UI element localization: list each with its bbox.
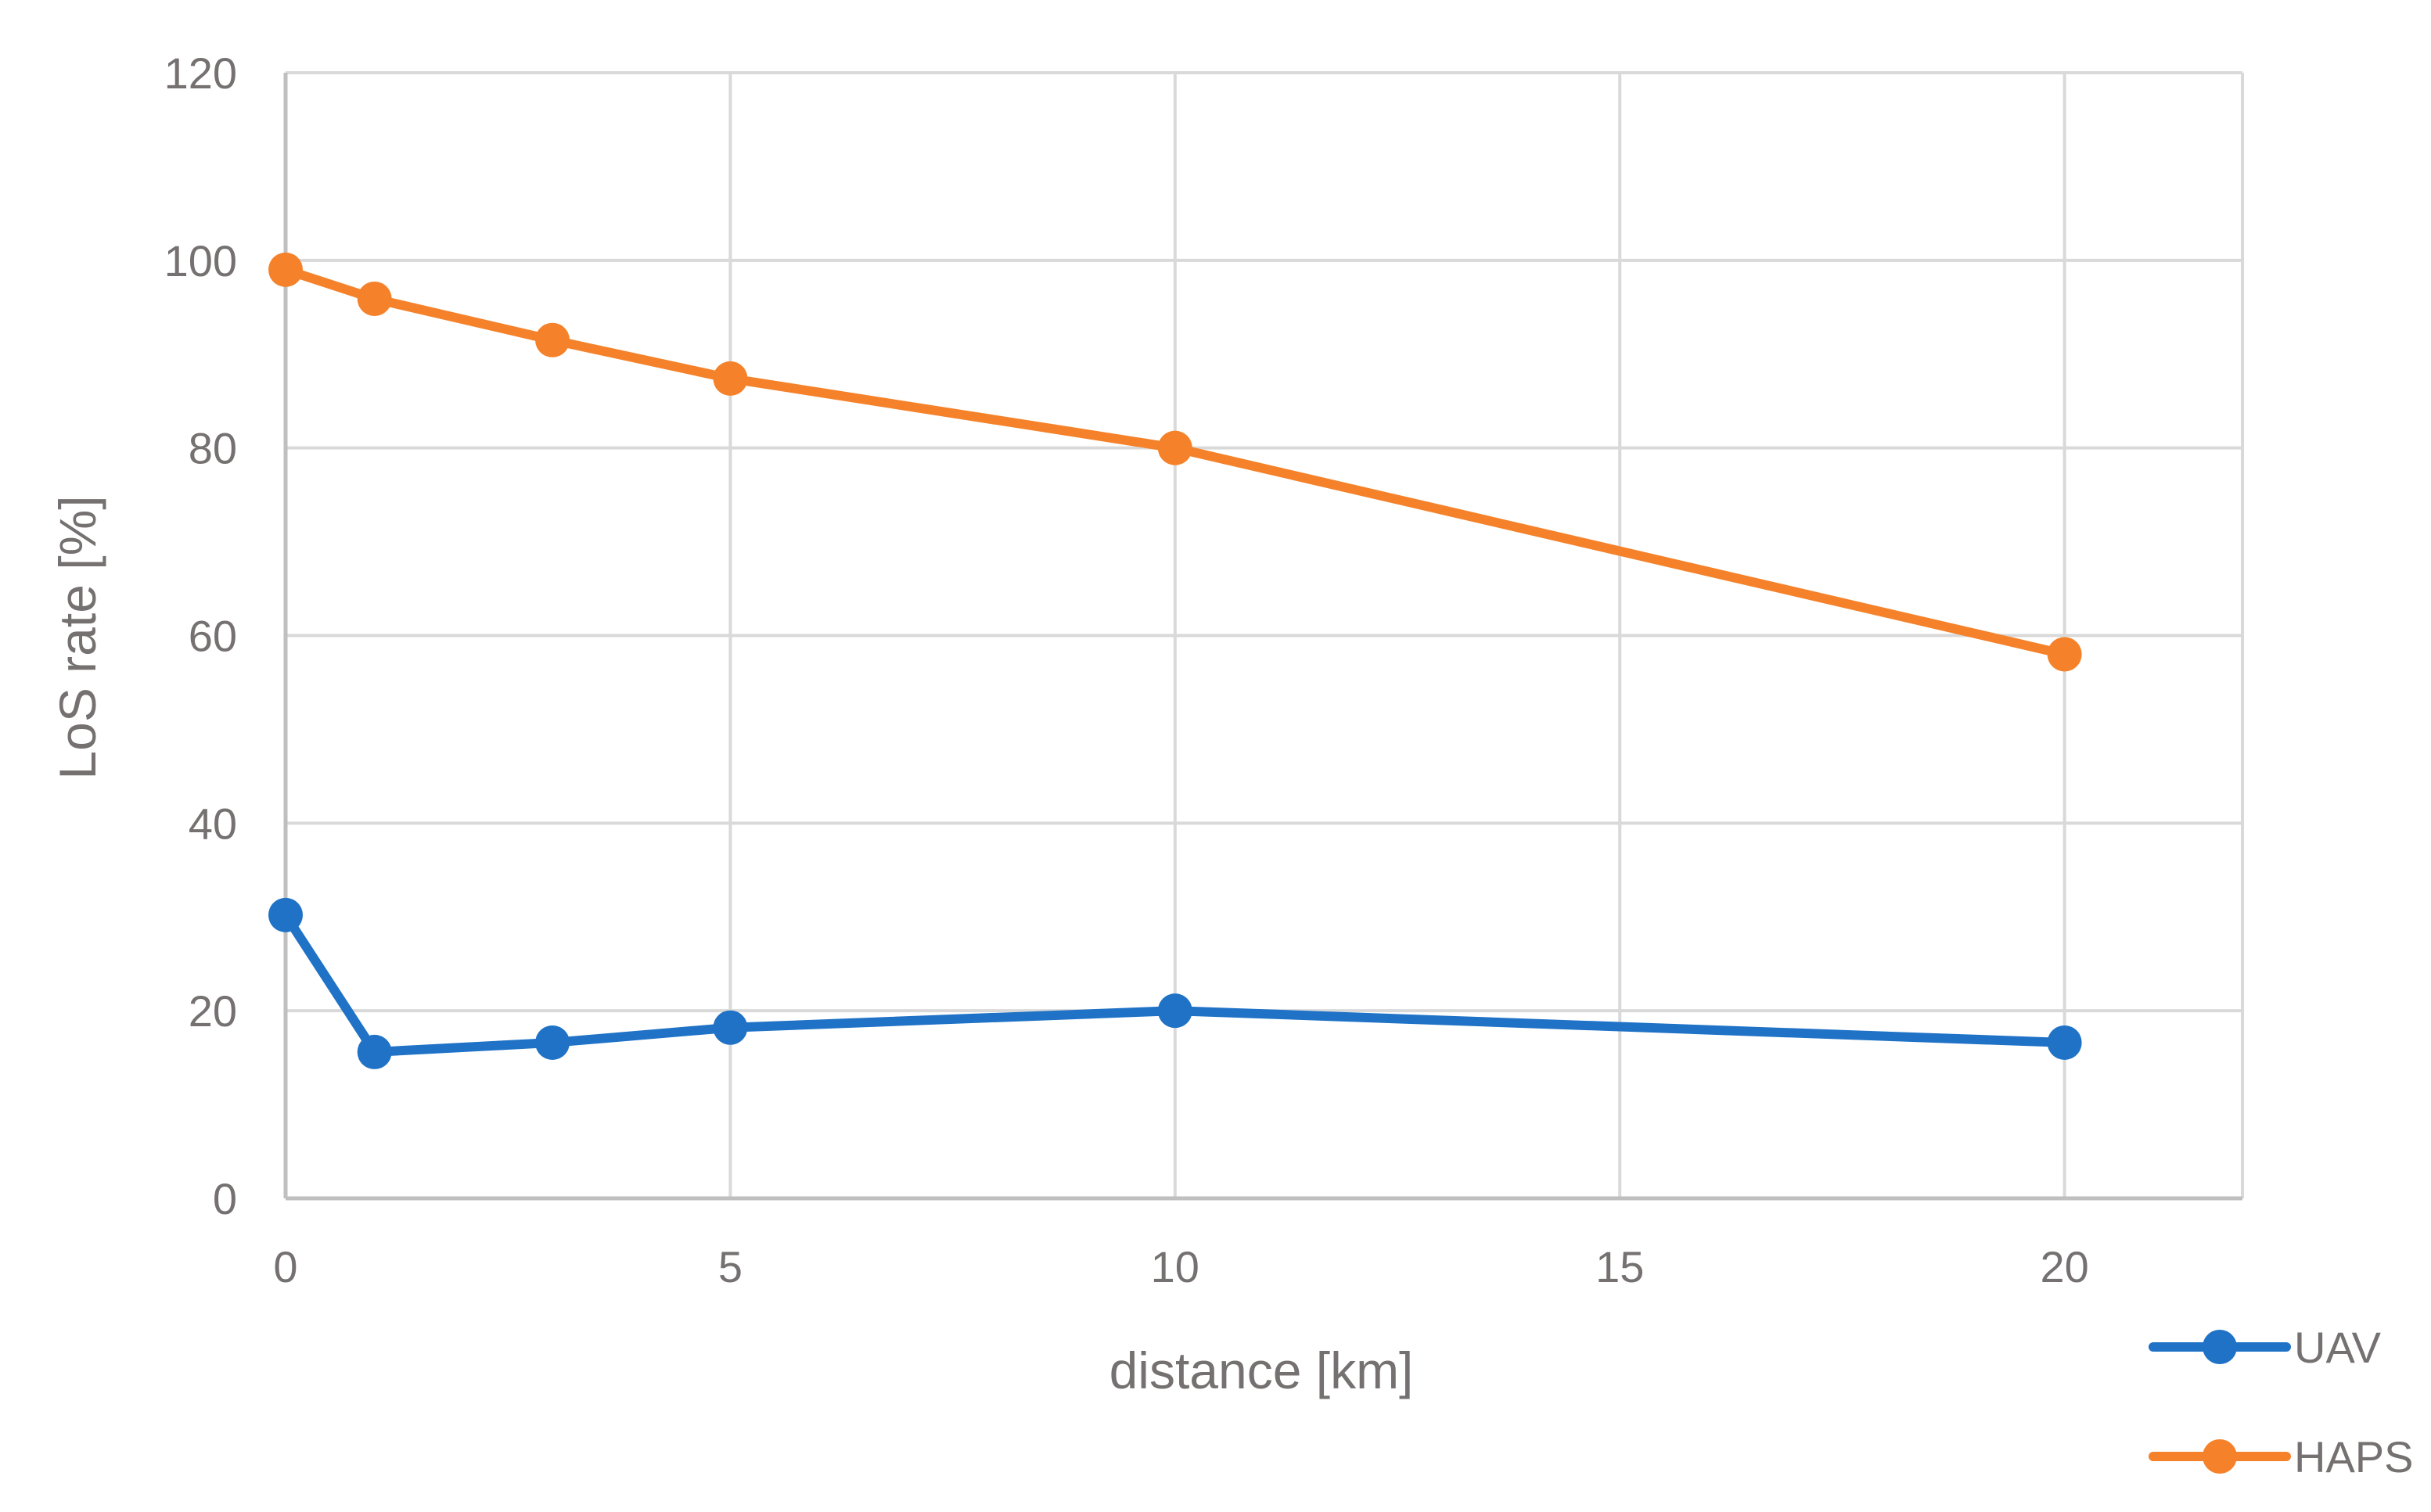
y-tick-label: 40 — [189, 799, 237, 848]
y-tick-label: 0 — [213, 1174, 237, 1223]
data-point-uav — [535, 1025, 570, 1060]
y-tick-label: 20 — [189, 986, 237, 1036]
legend-label-uav: UAV — [2294, 1323, 2382, 1372]
data-point-haps — [2047, 637, 2082, 672]
y-axis-title: LoS rate [%] — [49, 495, 106, 779]
data-point-haps — [357, 281, 392, 316]
y-tick-labels: 0 20 40 60 80 100 120 — [164, 48, 237, 1223]
y-tick-label: 100 — [164, 236, 237, 286]
x-tick-label: 10 — [1151, 1242, 1199, 1291]
series-line-uav — [281, 910, 2070, 1057]
x-tick-label: 15 — [1595, 1242, 1644, 1291]
data-point-uav — [713, 1010, 748, 1045]
legend-item-haps: HAPS — [2149, 1432, 2414, 1481]
data-point-haps — [535, 322, 570, 357]
legend-label-haps: HAPS — [2294, 1432, 2414, 1481]
data-point-uav — [357, 1034, 392, 1069]
series-uav — [268, 897, 2082, 1069]
data-point-uav — [1157, 993, 1192, 1029]
x-tick-label: 20 — [2040, 1242, 2088, 1291]
data-point-haps — [268, 252, 303, 287]
y-tick-label: 60 — [189, 612, 237, 661]
x-tick-label: 5 — [718, 1242, 743, 1291]
legend-marker-uav — [2203, 1330, 2237, 1364]
legend: UAV HAPS — [2149, 1323, 2414, 1481]
y-tick-label: 120 — [164, 48, 237, 98]
legend-marker-haps — [2203, 1439, 2237, 1474]
series-haps — [268, 252, 2082, 672]
x-axis-title: distance [km] — [1109, 1341, 1414, 1399]
x-tick-labels: 0 5 10 15 20 — [273, 1242, 2088, 1291]
data-point-haps — [1157, 430, 1192, 465]
data-point-uav — [268, 897, 303, 932]
series-group — [268, 252, 2082, 1069]
y-tick-label: 80 — [189, 424, 237, 473]
x-tick-label: 0 — [273, 1242, 297, 1291]
legend-item-uav: UAV — [2149, 1323, 2382, 1372]
data-point-haps — [713, 361, 748, 396]
data-point-uav — [2047, 1025, 2082, 1060]
